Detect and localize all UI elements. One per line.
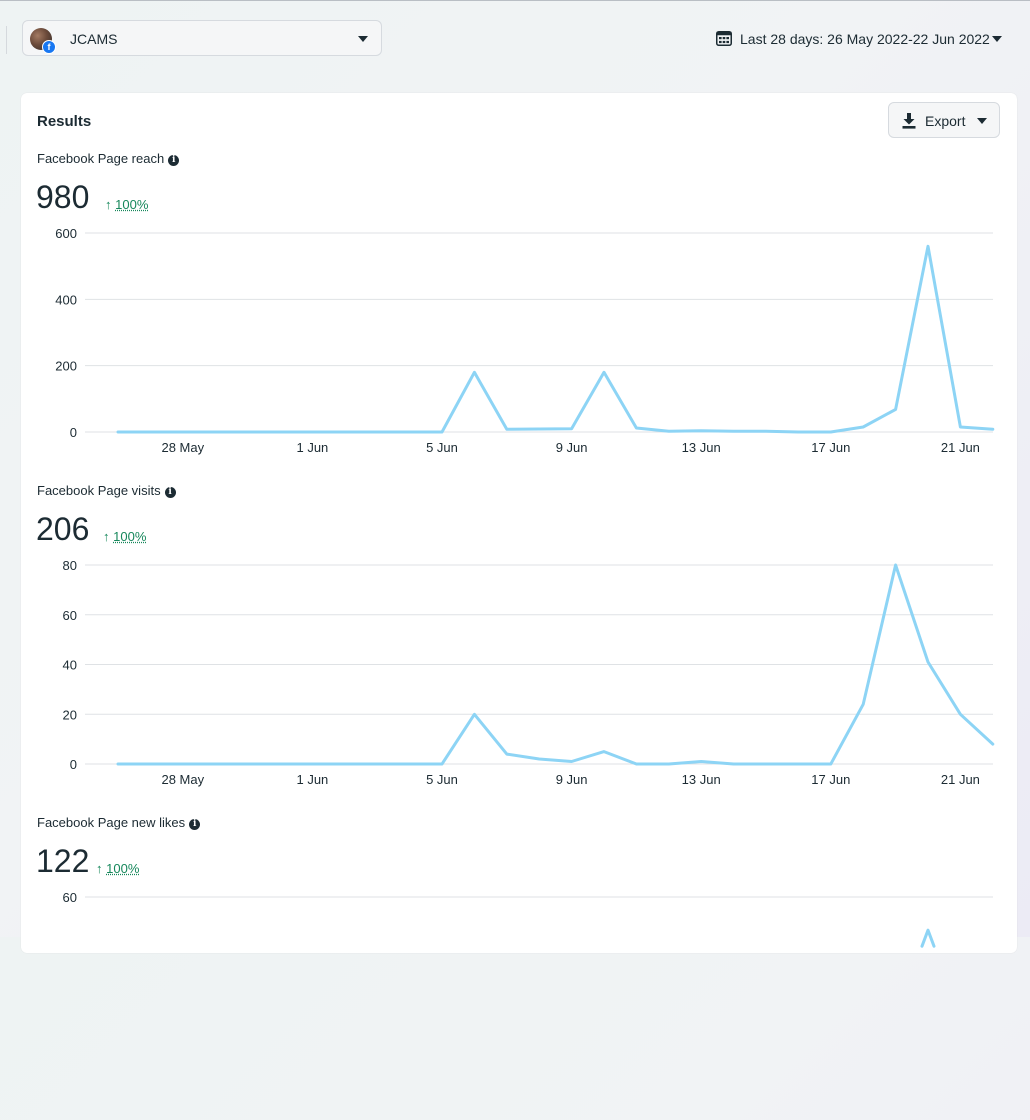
x-tick-label: 21 Jun (941, 772, 980, 787)
y-tick-label: 400 (55, 292, 77, 307)
account-selector[interactable]: f JCAMS (22, 20, 382, 56)
visits-line-chart: 0 20 40 60 80 28 May 1 Jun 5 Jun 9 Jun 13 Jun 17 J… (21, 553, 1017, 788)
change-percent[interactable]: 100% (106, 861, 139, 876)
account-name: JCAMS (70, 31, 117, 47)
metric-label-text: Facebook Page visits (37, 483, 161, 498)
y-tick-label: 20 (63, 707, 77, 722)
reach-line-chart: 0 200 400 600 28 May 1 Jun 5 Jun 9 Jun 13 Jun 17 … (21, 221, 1017, 456)
metric-label-new-likes: Facebook Page new likes i (37, 815, 200, 830)
metric-label-reach: Facebook Page reach i (37, 151, 179, 166)
metric-value-new-likes: 122 (36, 843, 89, 880)
download-icon (902, 113, 916, 129)
arrow-up-icon: ↑ (96, 861, 103, 876)
x-tick-label: 28 May (161, 772, 204, 787)
metric-label-visits: Facebook Page visits i (37, 483, 176, 498)
chevron-down-icon (977, 118, 987, 124)
series-line (922, 930, 934, 946)
x-tick-label: 13 Jun (682, 772, 721, 787)
y-tick-label: 0 (70, 757, 77, 772)
y-tick-label: 40 (63, 658, 77, 673)
x-tick-label: 13 Jun (682, 440, 721, 455)
metric-label-text: Facebook Page new likes (37, 815, 185, 830)
info-icon[interactable]: i (168, 155, 179, 166)
metric-change-visits: ↑ 100% (103, 529, 146, 544)
x-tick-label: 9 Jun (556, 772, 588, 787)
left-divider (6, 26, 7, 54)
x-tick-label: 5 Jun (426, 772, 458, 787)
export-label: Export (925, 113, 965, 129)
x-tick-label: 28 May (161, 440, 204, 455)
series-line (118, 246, 993, 432)
y-tick-label: 600 (55, 226, 77, 241)
x-tick-label: 5 Jun (426, 440, 458, 455)
x-tick-label: 9 Jun (556, 440, 588, 455)
facebook-icon: f (42, 40, 56, 54)
y-tick-label: 80 (63, 558, 77, 573)
results-card: Results Export Facebook Page reach i 980 … (21, 93, 1017, 953)
y-tick-label: 60 (63, 608, 77, 623)
new-likes-line-chart: 60 (21, 885, 1017, 1120)
arrow-up-icon: ↑ (105, 197, 112, 212)
change-percent[interactable]: 100% (115, 197, 148, 212)
change-percent[interactable]: 100% (113, 529, 146, 544)
calendar-icon (716, 30, 732, 46)
metric-value-visits: 206 (36, 511, 89, 548)
metric-value-reach: 980 (36, 179, 89, 216)
y-tick-label: 0 (70, 425, 77, 440)
metric-change-reach: ↑ 100% (105, 197, 148, 212)
metric-label-text: Facebook Page reach (37, 151, 164, 166)
x-tick-label: 17 Jun (811, 440, 850, 455)
x-tick-label: 17 Jun (811, 772, 850, 787)
date-range-label: Last 28 days: 26 May 2022-22 Jun 2022 (740, 31, 990, 47)
chevron-down-icon (992, 36, 1002, 42)
info-icon[interactable]: i (165, 487, 176, 498)
results-title: Results (37, 113, 91, 130)
export-button[interactable]: Export (888, 102, 1000, 138)
window-top-border (0, 0, 1030, 1)
x-tick-label: 1 Jun (296, 772, 328, 787)
chevron-down-icon (358, 36, 368, 42)
x-tick-label: 21 Jun (941, 440, 980, 455)
metric-change-new-likes: ↑ 100% (96, 861, 139, 876)
info-icon[interactable]: i (189, 819, 200, 830)
arrow-up-icon: ↑ (103, 529, 110, 544)
y-tick-label: 200 (55, 359, 77, 374)
x-tick-label: 1 Jun (296, 440, 328, 455)
y-tick-label: 60 (63, 890, 77, 905)
